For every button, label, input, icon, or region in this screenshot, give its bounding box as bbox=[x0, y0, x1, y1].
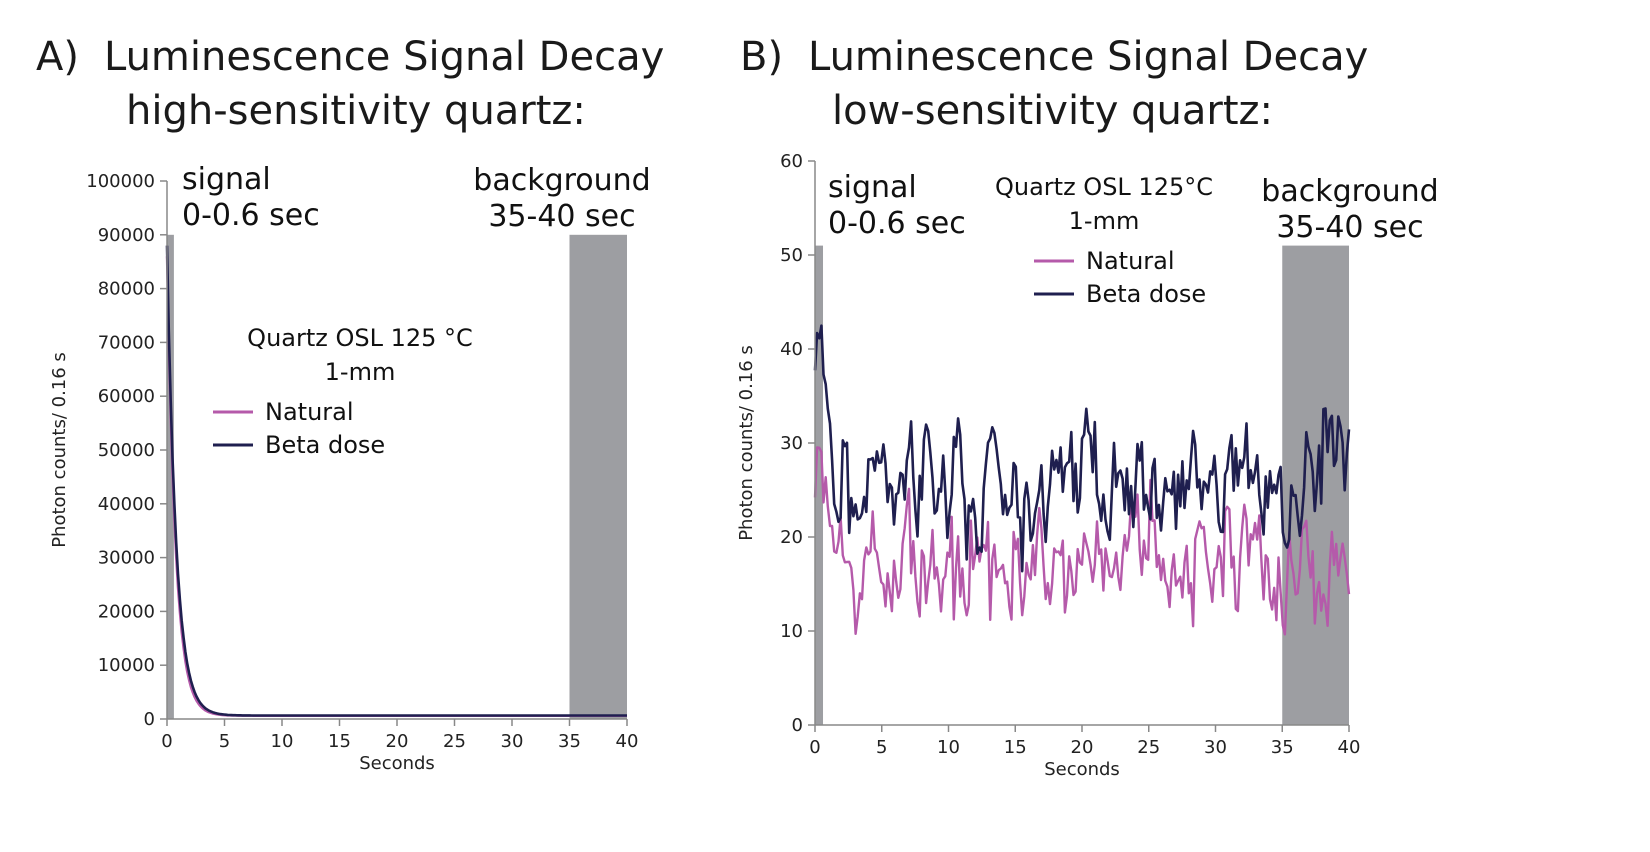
chart-panel-b: B) Luminescence Signal Decay low-sensiti… bbox=[736, 0, 1650, 852]
legend-entry: Beta dose bbox=[265, 431, 385, 459]
chart-a-plot: 0 10000 20000 30000 40000 50000 60000 70000 8000… bbox=[49, 162, 651, 774]
x-tick-label: 40 bbox=[616, 731, 639, 752]
y-tick-label: 40000 bbox=[98, 494, 155, 515]
chart-panel-a: A) Luminescence Signal Decay high-sensit… bbox=[0, 0, 790, 852]
y-tick-label: 60 bbox=[780, 151, 803, 172]
panel-b-title-line2: low-sensitivity quartz: bbox=[832, 88, 1273, 134]
y-tick-label: 10000 bbox=[98, 655, 155, 676]
x-tick-label: 30 bbox=[501, 731, 524, 752]
x-tick-label: 0 bbox=[809, 737, 820, 758]
x-tick-label: 40 bbox=[1338, 737, 1361, 758]
y-tick-label: 30000 bbox=[98, 548, 155, 569]
series-line-natural bbox=[813, 446, 1351, 636]
region-range-0: 0-0.6 sec bbox=[182, 198, 320, 233]
y-tick-label: 60000 bbox=[98, 386, 155, 407]
region-label-0: signal bbox=[828, 170, 917, 205]
x-tick-label: 15 bbox=[328, 731, 351, 752]
region-label-0: signal bbox=[182, 162, 271, 197]
region-range-1: 35-40 sec bbox=[488, 199, 635, 234]
region-0 bbox=[167, 234, 174, 720]
x-tick-label: 15 bbox=[1004, 737, 1027, 758]
y-tick-label: 50 bbox=[780, 245, 803, 266]
x-axis-label: Seconds bbox=[359, 753, 435, 774]
y-tick-label: 90000 bbox=[98, 225, 155, 246]
panel-letter-b: B) bbox=[740, 34, 784, 80]
x-tick-label: 25 bbox=[443, 731, 466, 752]
y-axis-label: Photon counts/ 0.16 s bbox=[736, 345, 757, 541]
x-tick-label: 0 bbox=[161, 731, 172, 752]
series-line-beta-dose bbox=[165, 245, 627, 717]
y-tick-label: 30 bbox=[780, 433, 803, 454]
y-tick-label: 50000 bbox=[98, 440, 155, 461]
series-line-beta-dose bbox=[813, 324, 1351, 573]
x-tick-label: 20 bbox=[1071, 737, 1094, 758]
legend-entry: Natural bbox=[1086, 247, 1175, 275]
x-tick-label: 10 bbox=[937, 737, 960, 758]
region-label-1: background bbox=[473, 163, 650, 198]
panel-letter-a: A) bbox=[36, 34, 79, 80]
panel-b-title-line1: Luminescence Signal Decay bbox=[808, 34, 1369, 80]
region-0 bbox=[815, 245, 824, 725]
y-tick-label: 100000 bbox=[86, 171, 155, 192]
legend-entry: Natural bbox=[265, 398, 354, 426]
chart-b-plot: 0 10 20 30 40 50 60 0 5 10 15 20 25 30 35 40 Seconds Phot… bbox=[736, 151, 1439, 780]
legend-title: Quartz OSL 125°C bbox=[995, 173, 1213, 201]
y-tick-label: 70000 bbox=[98, 332, 155, 353]
x-tick-label: 10 bbox=[271, 731, 294, 752]
legend-subtitle: 1-mm bbox=[325, 358, 396, 386]
region-range-1: 35-40 sec bbox=[1276, 210, 1423, 245]
legend-title: Quartz OSL 125 °C bbox=[247, 324, 473, 352]
x-tick-label: 35 bbox=[1271, 737, 1294, 758]
legend-subtitle: 1-mm bbox=[1069, 207, 1140, 235]
x-tick-label: 5 bbox=[876, 737, 887, 758]
x-tick-label: 25 bbox=[1137, 737, 1160, 758]
y-tick-label: 10 bbox=[780, 621, 803, 642]
panel-a-title-line1: Luminescence Signal Decay bbox=[104, 34, 665, 80]
y-axis-label: Photon counts/ 0.16 s bbox=[49, 352, 70, 548]
region-range-0: 0-0.6 sec bbox=[828, 206, 966, 241]
region-1 bbox=[569, 234, 627, 720]
y-tick-label: 80000 bbox=[98, 279, 155, 300]
y-tick-label: 0 bbox=[144, 709, 155, 730]
region-label-1: background bbox=[1261, 174, 1438, 209]
x-tick-label: 30 bbox=[1204, 737, 1227, 758]
x-tick-label: 20 bbox=[386, 731, 409, 752]
legend-entry: Beta dose bbox=[1086, 280, 1206, 308]
x-tick-label: 35 bbox=[558, 731, 581, 752]
y-tick-label: 20 bbox=[780, 527, 803, 548]
y-tick-label: 40 bbox=[780, 339, 803, 360]
y-tick-label: 0 bbox=[792, 715, 803, 736]
x-axis-label: Seconds bbox=[1044, 759, 1120, 780]
y-tick-label: 20000 bbox=[98, 601, 155, 622]
panel-a-title-line2: high-sensitivity quartz: bbox=[126, 88, 586, 134]
x-tick-label: 5 bbox=[219, 731, 230, 752]
